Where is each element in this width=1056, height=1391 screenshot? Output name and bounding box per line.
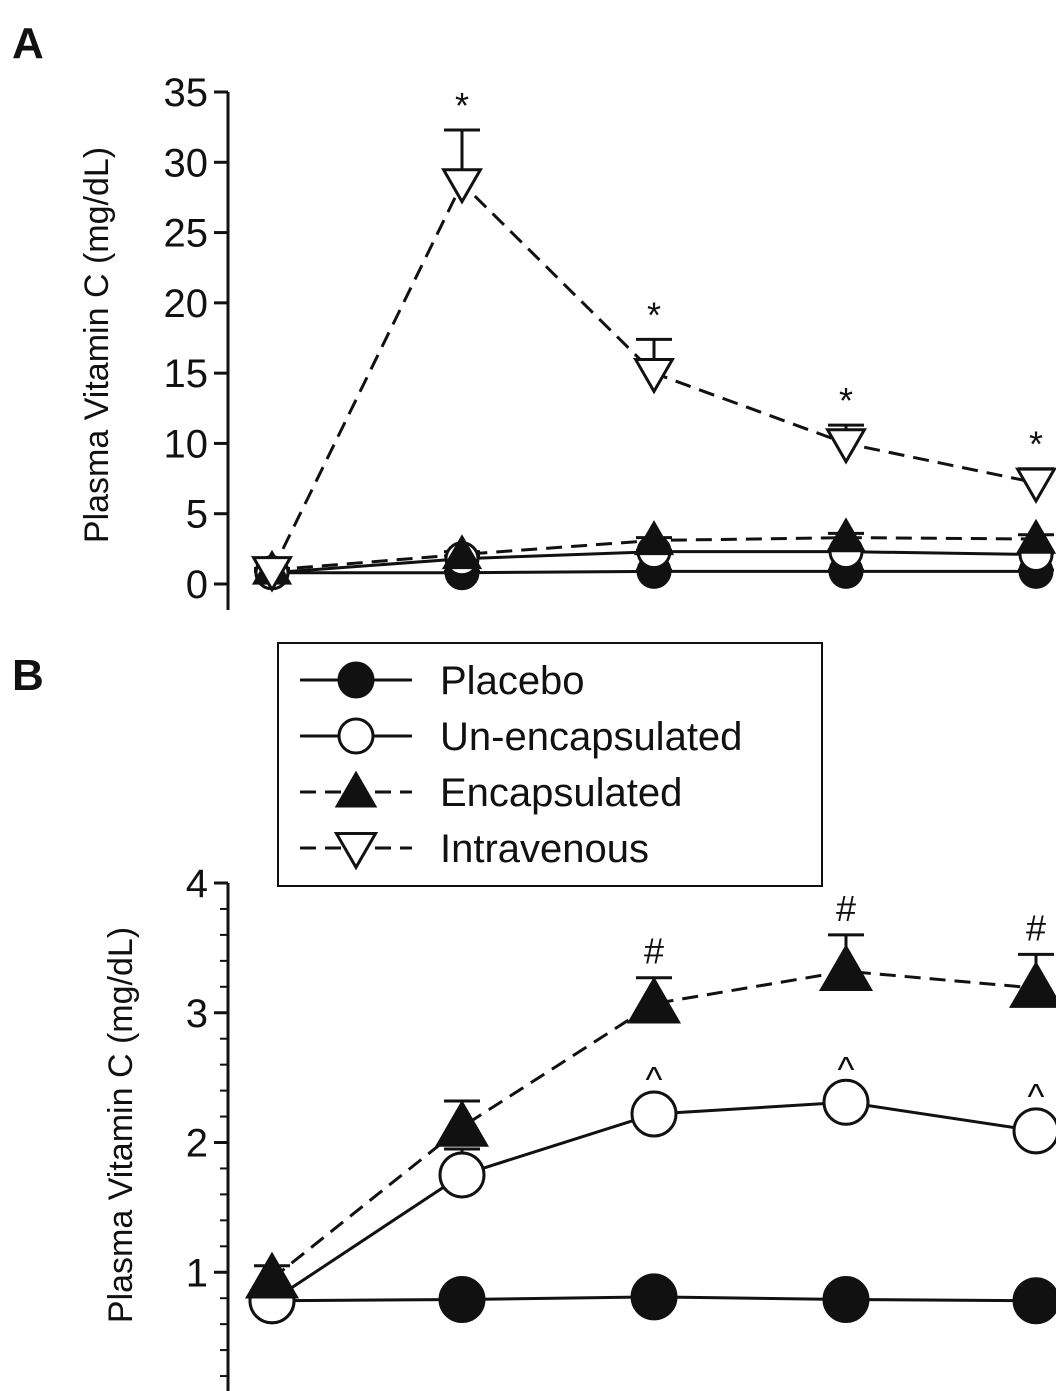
panel-a-intravenous-point — [825, 428, 867, 465]
panel-a-intravenous-point — [1015, 467, 1056, 505]
panel-b-encapsulated-point — [818, 944, 874, 992]
panel-a-intravenous-point — [251, 556, 293, 593]
panel-b-annotation: # — [1026, 907, 1046, 948]
panel-b-ytick-label: 3 — [186, 992, 208, 1036]
panel-b-ylabel: Plasma Vitamin C (mg/dL) — [102, 927, 140, 1323]
legend-label-intravenous: Intravenous — [440, 827, 649, 871]
legend: Placebo Un-encapsulated Encapsulated Int… — [277, 642, 823, 887]
panel-label-a: A — [12, 19, 44, 68]
panel-a-annotation: * — [1029, 424, 1043, 465]
panel-a-ytick-label: 30 — [164, 141, 209, 185]
panel-b-annotation: ^ — [646, 1059, 663, 1100]
panel-b-un-encapsulated-point — [438, 1151, 486, 1199]
panel-a-encapsulated-point — [633, 520, 675, 556]
panel-b-placebo-point — [1012, 1277, 1056, 1325]
legend-label-encapsulated: Encapsulated — [440, 771, 682, 815]
panel-b-encapsulated-point — [244, 1251, 300, 1299]
panel-b-placebo-point — [630, 1273, 678, 1321]
legend-label-un-encapsulated: Un-encapsulated — [440, 715, 742, 759]
panel-a-annotation: * — [647, 294, 661, 335]
legend-marker-encapsulated — [334, 770, 378, 808]
panel-b-encapsulated-point — [626, 976, 682, 1024]
panel-b-ytick-label: 1 — [186, 1251, 208, 1295]
panel-b-annotation: # — [644, 931, 664, 972]
panel-a-annotation: * — [839, 380, 853, 421]
panel-a-encapsulated-point — [825, 517, 867, 553]
panel-b-plot: 1 2 3 4 # # # ^ ^ ^ — [186, 862, 1056, 1391]
legend-marker-un-encapsulated — [337, 717, 375, 755]
panel-b-encapsulated-line — [271, 969, 1037, 1280]
panel-a-plot: 0 5 10 15 20 25 30 35 * * * * — [164, 71, 1056, 610]
panel-a-encapsulated-point — [1015, 518, 1056, 554]
panel-a-ytick-label: 15 — [164, 352, 209, 396]
panel-a-intravenous-point — [441, 168, 483, 205]
panel-a-ytick-label: 0 — [186, 563, 208, 607]
panel-a-ytick-label: 35 — [164, 71, 209, 115]
legend-marker-placebo — [337, 661, 375, 699]
panel-label-b: B — [12, 651, 44, 700]
panel-a-ytick-label: 25 — [164, 212, 209, 256]
legend-marker-intravenous — [333, 831, 379, 871]
panel-a-intravenous-point — [633, 357, 675, 395]
panel-a-ytick-label: 10 — [164, 422, 209, 466]
panel-b-un-encapsulated-point — [822, 1078, 870, 1126]
panel-b-annotation: ^ — [838, 1049, 855, 1090]
panel-a-ytick-label: 20 — [164, 282, 209, 326]
panel-b-encapsulated-point — [434, 1099, 490, 1147]
panel-b-annotation: ^ — [1028, 1076, 1045, 1117]
panel-b-ytick-label: 2 — [186, 1122, 208, 1166]
panel-a-annotation: * — [455, 85, 469, 126]
panel-b-ytick-label: 4 — [186, 862, 208, 906]
panel-b-encapsulated-point — [1008, 961, 1056, 1008]
legend-label-placebo: Placebo — [440, 659, 585, 703]
panel-a-ylabel: Plasma Vitamin C (mg/dL) — [78, 147, 116, 543]
panel-b-placebo-point — [438, 1275, 486, 1323]
panel-a-encapsulated-point — [441, 534, 483, 570]
panel-b-un-encapsulated-point — [630, 1090, 678, 1138]
panel-a-ytick-label: 5 — [186, 493, 208, 537]
panel-b-annotation: # — [836, 888, 856, 929]
panel-b-placebo-point — [822, 1275, 870, 1323]
panel-b-un-encapsulated-point — [1012, 1107, 1056, 1155]
